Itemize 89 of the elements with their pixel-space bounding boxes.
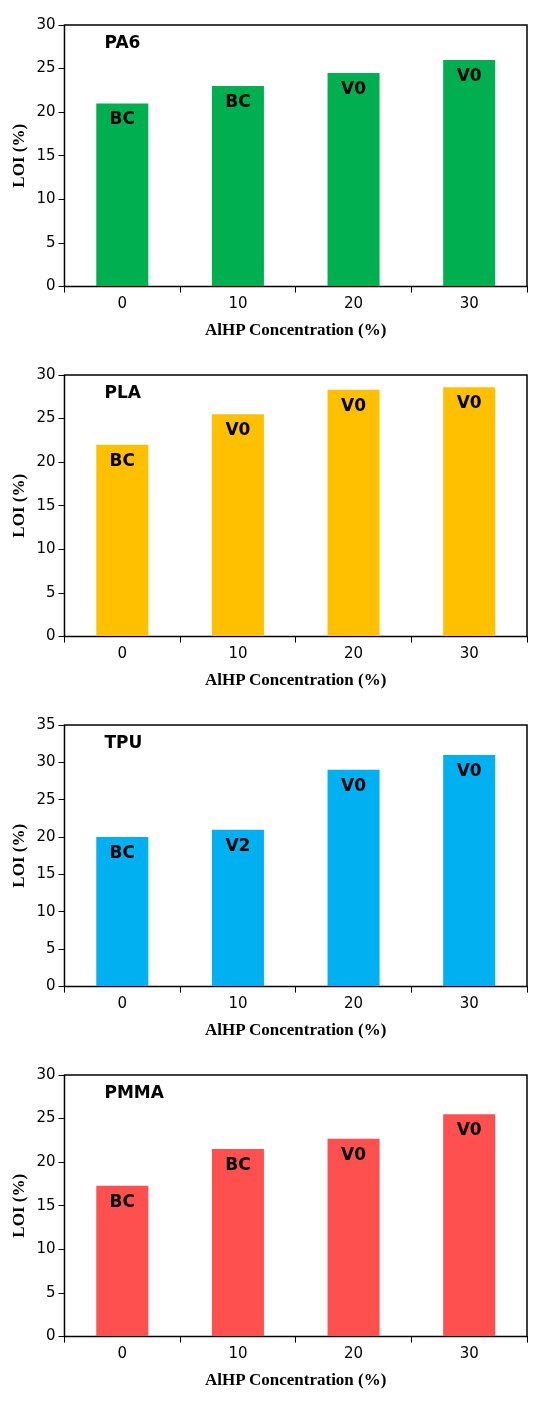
bar (443, 59, 496, 287)
bar (96, 444, 149, 637)
bar (327, 389, 380, 637)
annotation: BC (109, 842, 136, 863)
x-axis-title: AlHP Concentration (%) (205, 1370, 387, 1390)
y-tick-label: 5 (45, 939, 56, 958)
x-axis-title: AlHP Concentration (%) (205, 670, 387, 690)
bar (327, 769, 380, 987)
y-axis-title: LOI (%) (8, 123, 28, 188)
y-tick-label: 25 (36, 789, 56, 808)
x-axis-title: AlHP Concentration (%) (205, 1020, 387, 1040)
x-tick-label: 20 (344, 1344, 364, 1363)
x-tick-label: 20 (344, 994, 364, 1013)
annotation: V0 (456, 64, 482, 85)
annotation: V0 (341, 77, 367, 98)
annotation: V0 (456, 759, 482, 780)
bar (443, 387, 496, 637)
y-tick-label: 20 (36, 1152, 56, 1171)
annotation: V0 (225, 419, 251, 440)
annotation: V0 (341, 394, 367, 415)
y-tick-label: 5 (45, 232, 56, 251)
x-tick-label: 0 (117, 294, 128, 313)
annotation: BC (109, 108, 136, 129)
y-tick-label: 25 (36, 408, 56, 427)
y-tick-label: 10 (36, 189, 56, 208)
y-tick-label: 0 (45, 976, 56, 995)
annotation: BC (225, 90, 251, 111)
bar (96, 837, 149, 987)
bar (443, 1114, 496, 1337)
x-tick-label: 0 (117, 1344, 128, 1363)
y-tick-label: 20 (36, 452, 56, 471)
chart-title: PA6 (104, 31, 141, 52)
y-tick-label: 0 (45, 1326, 56, 1345)
bar (443, 754, 496, 987)
x-axis-title: AlHP Concentration (%) (205, 320, 387, 340)
y-tick-label: 15 (36, 864, 56, 883)
bar (327, 1138, 380, 1337)
annotation: V2 (225, 834, 251, 855)
chart-title: PMMA (104, 1081, 165, 1102)
annotation: BC (109, 1190, 136, 1211)
x-tick-label: 10 (228, 1344, 248, 1363)
x-tick-label: 10 (228, 644, 248, 663)
y-tick-label: 20 (36, 102, 56, 121)
x-tick-label: 20 (344, 294, 364, 313)
y-tick-label: 35 (36, 714, 56, 733)
chart-title: TPU (104, 731, 143, 752)
y-tick-label: 25 (36, 58, 56, 77)
y-tick-label: 30 (36, 364, 56, 383)
bar (96, 103, 149, 287)
bar (211, 1149, 264, 1337)
y-axis-title: LOI (%) (8, 473, 28, 538)
y-tick-label: 30 (36, 14, 56, 33)
y-tick-label: 0 (45, 276, 56, 295)
annotation: V0 (456, 1119, 482, 1140)
y-tick-label: 30 (36, 752, 56, 771)
x-tick-label: 10 (228, 294, 248, 313)
x-tick-label: 30 (459, 644, 479, 663)
annotation: V0 (456, 392, 482, 413)
y-tick-label: 15 (36, 1195, 56, 1214)
x-tick-label: 30 (459, 994, 479, 1013)
y-tick-label: 30 (36, 1064, 56, 1083)
y-tick-label: 10 (36, 901, 56, 920)
bar (211, 829, 264, 987)
x-tick-label: 0 (117, 644, 128, 663)
bar (327, 72, 380, 287)
x-tick-label: 10 (228, 994, 248, 1013)
y-tick-label: 20 (36, 827, 56, 845)
x-tick-label: 30 (459, 294, 479, 313)
chart-title: PLA (104, 381, 142, 402)
y-tick-label: 15 (36, 145, 56, 164)
y-tick-label: 15 (36, 495, 56, 514)
bar (211, 414, 264, 637)
annotation: BC (225, 1154, 251, 1175)
y-tick-label: 0 (45, 626, 56, 645)
y-tick-label: 10 (36, 1239, 56, 1258)
y-tick-label: 5 (45, 1282, 56, 1301)
y-tick-label: 5 (45, 582, 56, 601)
annotation: V0 (341, 1143, 367, 1164)
y-axis-title: LOI (%) (8, 1173, 28, 1238)
x-tick-label: 20 (344, 644, 364, 663)
bar (211, 86, 264, 287)
y-axis-title: LOI (%) (8, 823, 28, 888)
x-tick-label: 30 (459, 1344, 479, 1363)
y-tick-label: 10 (36, 539, 56, 558)
bar (96, 1185, 149, 1337)
annotation: BC (109, 449, 136, 470)
annotation: V0 (341, 774, 367, 795)
y-tick-label: 25 (36, 1108, 56, 1127)
x-tick-label: 0 (117, 994, 128, 1013)
